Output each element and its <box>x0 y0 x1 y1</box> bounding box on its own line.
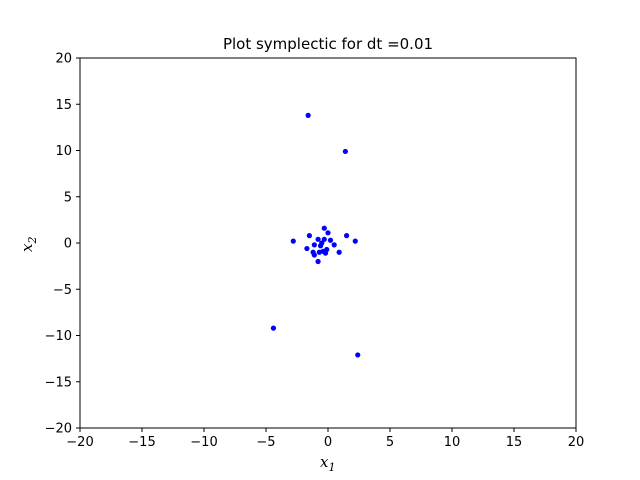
x-tick-label: 10 <box>444 435 461 450</box>
data-point <box>344 233 350 239</box>
x-tick-label: −10 <box>190 435 217 450</box>
x-axis-label-subscript: 1 <box>328 461 335 474</box>
y-axis-label: x2 <box>18 237 39 252</box>
y-axis-label-subscript: 2 <box>26 237 39 245</box>
x-tick-label: 5 <box>386 435 394 450</box>
data-points <box>270 112 361 358</box>
data-point <box>327 237 334 243</box>
plot-area <box>79 57 577 429</box>
x-axis: −20 −15 −10 −5 0 5 10 15 20 <box>66 428 584 450</box>
x-tick-label: −15 <box>128 435 155 450</box>
y-tick-label: 15 <box>55 98 72 113</box>
x-tick-label: 15 <box>506 435 523 450</box>
data-point <box>355 352 361 358</box>
data-point <box>311 252 317 258</box>
x-axis-label-main: x <box>320 453 329 471</box>
x-tick-label: −20 <box>66 435 93 450</box>
x-axis-label: x1 <box>320 453 335 474</box>
data-point <box>342 148 348 155</box>
data-point <box>315 258 321 265</box>
data-point <box>270 325 277 331</box>
data-point <box>290 238 296 244</box>
data-point <box>311 242 317 248</box>
data-point <box>321 236 327 242</box>
y-axis-label-main: x <box>18 243 36 252</box>
data-point <box>321 225 327 231</box>
data-point <box>336 249 342 255</box>
y-tick-label: −15 <box>45 375 72 390</box>
data-point <box>352 238 358 244</box>
data-point <box>315 236 321 242</box>
y-tick-label: −10 <box>45 329 72 344</box>
data-point <box>316 249 322 255</box>
x-tick-label: 20 <box>568 435 585 450</box>
data-point <box>319 240 325 246</box>
x-tick-label: −5 <box>256 435 275 450</box>
chart-title: Plot symplectic for dt =0.01 <box>223 35 433 53</box>
y-tick-label: 5 <box>64 190 72 205</box>
y-tick-label: 0 <box>64 237 72 252</box>
y-tick-label: 10 <box>55 144 72 159</box>
data-point <box>305 112 311 118</box>
data-point <box>331 242 337 248</box>
y-tick-label: 20 <box>55 52 72 67</box>
data-point <box>325 230 331 236</box>
y-axis: −20 −15 −10 −5 0 5 10 15 20 <box>45 52 80 437</box>
x-tick-label: 0 <box>324 435 332 450</box>
data-point <box>306 233 312 239</box>
data-point <box>324 246 330 253</box>
data-point <box>304 245 310 252</box>
y-tick-label: −5 <box>53 283 72 298</box>
y-tick-label: −20 <box>45 422 72 437</box>
